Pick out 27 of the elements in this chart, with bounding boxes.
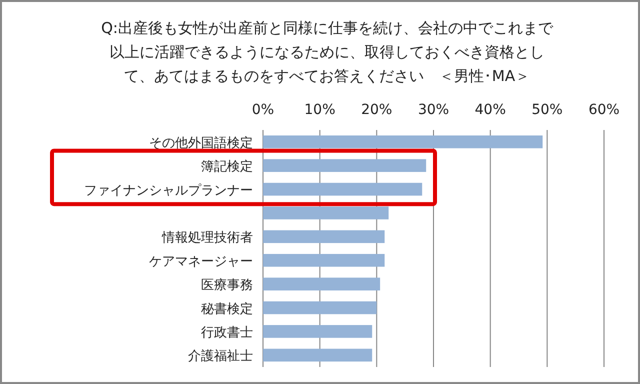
chart-title: Q:出産後も女性が出産前と同様に仕事を続け、会社の中でこれまで以上に活躍できるようになるために、取得しておくべき資格として、あてはまるものをすべてお答えください ＜男性･MA＞ [100,18,554,87]
bar [263,206,389,220]
x-tick-label: 30% [418,102,450,118]
y-tick-label: その他外国語検定 [149,136,253,151]
y-tick-label: ケアマネージャー [149,254,253,270]
bar [263,278,380,290]
bar [263,230,385,244]
y-tick-label: 秘書検定 [201,302,253,317]
bar [263,325,372,338]
bar [263,182,422,196]
x-tick-label: 10% [304,102,336,118]
y-tick-label: 情報処理技術者 [161,230,253,246]
x-tick-label: 40% [474,102,506,118]
bar [263,254,385,267]
x-tick-label: 0% [252,102,274,118]
y-tick-label: 行政書士 [201,325,253,340]
bar [263,348,372,362]
bar [263,135,543,148]
bar [263,159,426,172]
x-tick-label: 20% [361,102,392,118]
bar [263,301,377,314]
x-tick-label: 60% [588,102,620,118]
y-tick-label: 介護福祉士 [188,349,253,364]
x-tick-label: 50% [532,102,563,118]
y-tick-label: ファイナンシャルプランナー [84,183,253,198]
y-tick-label: 医療事務 [201,278,253,294]
y-tick-label: 簿記検定 [201,160,253,175]
